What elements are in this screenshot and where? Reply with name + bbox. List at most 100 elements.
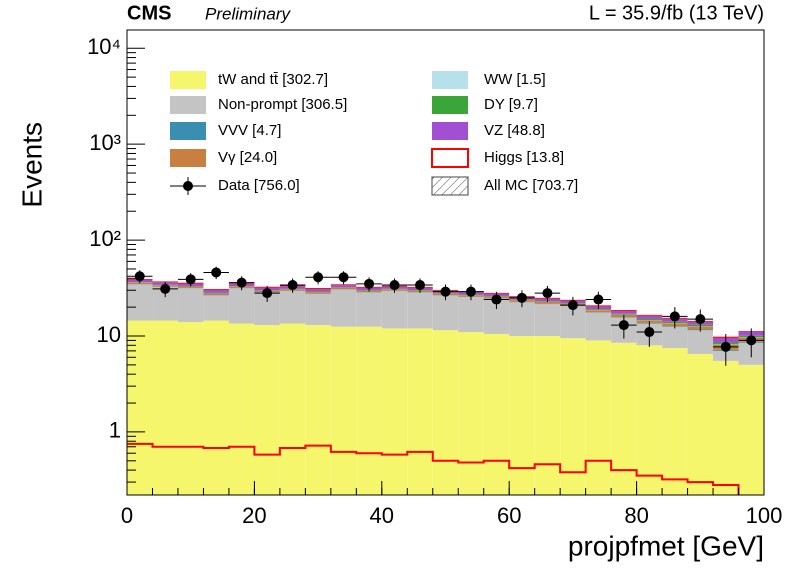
histogram-segment — [305, 291, 331, 293]
data-point — [160, 283, 171, 294]
histogram-segment — [330, 284, 357, 286]
histogram-segment — [458, 297, 484, 333]
legend-label: WW [1.5] — [484, 71, 546, 88]
legend-label: Higgs [13.8] — [484, 149, 564, 166]
histogram-segment — [279, 290, 306, 324]
histogram-segment — [152, 281, 178, 283]
status-label: Preliminary — [205, 4, 292, 23]
x-tick-label: 80 — [624, 503, 648, 528]
histogram-segment — [585, 309, 612, 311]
histogram-segment — [458, 332, 484, 495]
histogram-segment — [330, 289, 357, 327]
histogram-segment — [611, 310, 637, 311]
histogram-segment — [509, 336, 535, 495]
histogram-segment — [534, 301, 561, 304]
histogram-segment — [127, 282, 153, 285]
y-tick-label: 1 — [109, 418, 121, 443]
data-point — [313, 272, 324, 283]
data-point — [185, 274, 196, 285]
y-tick-label: 10 — [97, 322, 121, 347]
y-tick-label: 10² — [89, 226, 121, 251]
legend-label: VVV [4.7] — [218, 122, 281, 139]
histogram-segment — [713, 360, 739, 495]
histogram-segment — [305, 287, 331, 289]
legend-label: Non-prompt [306.5] — [218, 96, 347, 113]
legend-swatch — [170, 96, 206, 114]
histogram-segment — [203, 320, 229, 495]
histogram-segment — [330, 285, 357, 288]
histogram-segment — [330, 326, 357, 495]
histogram-segment — [687, 353, 714, 495]
histogram-segment — [483, 333, 510, 495]
histogram-segment — [585, 340, 612, 495]
data-point — [669, 311, 680, 322]
histogram-segment — [534, 304, 561, 337]
legend-swatch — [170, 149, 206, 167]
histogram-segment — [305, 292, 331, 294]
histogram-segment — [356, 292, 382, 327]
histogram-segment — [381, 290, 408, 329]
x-tick-label: 60 — [497, 503, 521, 528]
legend-swatch — [170, 122, 206, 140]
x-tick-label: 20 — [242, 503, 266, 528]
histogram-segment — [662, 347, 688, 495]
data-point — [491, 294, 502, 305]
histogram-segment — [279, 323, 306, 495]
data-point — [593, 294, 604, 305]
experiment-label: CMS — [127, 2, 171, 24]
histogram-segment — [432, 295, 459, 331]
data-point — [542, 288, 553, 299]
data-point — [415, 280, 426, 291]
histogram-segment — [356, 326, 382, 495]
data-point — [440, 286, 451, 297]
legend: tW and tt̄ [302.7] Non-prompt [306.5] VVV … — [170, 71, 578, 196]
data-point — [211, 267, 222, 278]
histogram-segment — [534, 336, 561, 495]
data-point — [567, 300, 578, 311]
histogram-segment — [662, 326, 688, 348]
data-point — [364, 278, 375, 289]
y-tick-label: 10³ — [89, 130, 121, 155]
y-axis-label: Events — [16, 122, 47, 208]
legend-label: tW and tt̄ [302.7] — [218, 71, 328, 88]
histogram-segment — [636, 345, 663, 495]
signal-line — [127, 442, 740, 495]
data-point — [134, 271, 145, 282]
histogram-segment — [305, 325, 331, 495]
histogram-segment — [432, 330, 459, 495]
histogram-segment — [687, 330, 714, 354]
histogram-segment — [305, 288, 331, 292]
legend-swatch — [170, 71, 206, 89]
axes: 0 20 40 60 80 100 1 10 10² 10³ 10⁴ — [87, 34, 782, 528]
y-tick-label: 10⁴ — [87, 34, 121, 59]
legend-label: VZ [48.8] — [484, 122, 545, 139]
histogram-segment — [585, 310, 612, 313]
histogram-segment — [254, 325, 280, 495]
histogram-segment — [177, 321, 204, 495]
data-point — [389, 280, 400, 291]
histogram-segment — [127, 320, 153, 495]
legend-label: DY [9.7] — [484, 96, 538, 113]
histogram-segment — [177, 286, 204, 288]
histogram-segment — [330, 287, 357, 288]
data-point — [720, 341, 731, 352]
histogram-segment — [203, 292, 229, 294]
legend-label: All MC [703.7] — [484, 177, 578, 194]
histogram-segment — [636, 318, 663, 321]
histogram-segment — [203, 295, 229, 321]
histogram-segment — [611, 313, 637, 315]
x-tick-label: 40 — [370, 503, 394, 528]
histogram-segment — [228, 288, 255, 324]
x-tick-label: 100 — [746, 503, 783, 528]
data-point — [746, 335, 757, 346]
histogram-segment — [611, 342, 637, 495]
data-point — [338, 272, 349, 283]
legend-data-marker — [183, 181, 193, 191]
histogram-segment — [509, 302, 535, 337]
histogram-segment — [381, 328, 408, 495]
data-point — [262, 288, 273, 299]
histogram-segment — [407, 328, 433, 495]
histogram-segment — [203, 290, 229, 293]
data-point — [644, 327, 655, 338]
x-axis-label: projpfmet [GeV] — [568, 530, 764, 561]
